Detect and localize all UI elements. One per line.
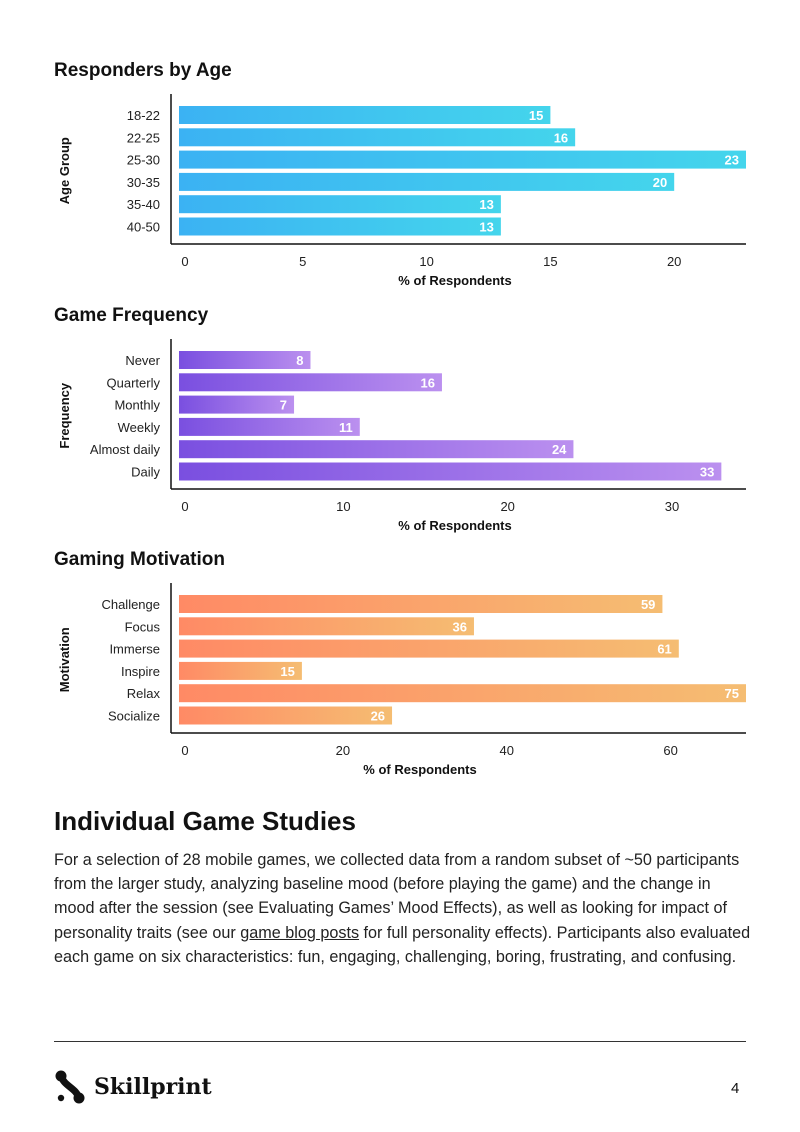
- frequency-x-tick-2: 20: [500, 499, 514, 514]
- frequency-category-label-5: Daily: [131, 465, 160, 480]
- frequency-bar-1: [179, 373, 442, 392]
- motivation-x-axis-title: % of Respondents: [363, 762, 476, 777]
- section-heading: Individual Game Studies: [54, 806, 356, 836]
- motivation-x-tick-2: 40: [500, 743, 514, 758]
- age-bar-chart: 15 18-22 16 22-25 23 25-30 20 30-35 13 35-40 13 40-…: [57, 94, 746, 288]
- age-category-label-1: 22-25: [127, 130, 160, 145]
- age-category-label-0: 18-22: [127, 108, 160, 123]
- motivation-bar-label-5: 26: [371, 709, 385, 724]
- motivation-y-axis-title: Motivation: [57, 627, 72, 692]
- age-bar-5: [179, 217, 501, 236]
- body-paragraph: For a selection of 28 mobile games, we c…: [54, 848, 754, 969]
- age-bar-4: [179, 195, 501, 214]
- age-bar-3: [179, 172, 675, 191]
- motivation-x-tick-1: 20: [336, 743, 350, 758]
- age-x-tick-2: 10: [419, 254, 433, 269]
- brand-name: Skillprint: [94, 1074, 212, 1100]
- motivation-category-label-2: Immerse: [109, 642, 160, 657]
- motivation-bar-label-2: 61: [657, 642, 671, 657]
- age-y-axis-title: Age Group: [57, 137, 72, 204]
- motivation-category-label-4: Relax: [127, 686, 161, 701]
- age-bar-1: [179, 128, 576, 147]
- motivation-bar-label-1: 36: [453, 619, 467, 634]
- frequency-category-label-0: Never: [125, 353, 160, 368]
- age-category-label-2: 25-30: [127, 153, 160, 168]
- age-x-tick-0: 0: [181, 254, 188, 269]
- frequency-bar-chart: 8 Never 16 Quarterly 7 Monthly 11 Weekly 24 Almos…: [57, 339, 746, 533]
- age-bar-0: [179, 106, 551, 124]
- age-bar-label-3: 20: [653, 175, 667, 190]
- age-bar-label-0: 15: [529, 108, 543, 123]
- frequency-x-tick-1: 10: [336, 499, 350, 514]
- age-bar-label-1: 16: [554, 130, 568, 145]
- frequency-category-label-1: Quarterly: [107, 375, 161, 390]
- motivation-bar-4: [179, 684, 746, 703]
- motivation-bar-1: [179, 617, 474, 636]
- frequency-bar-label-4: 24: [552, 442, 567, 457]
- frequency-category-label-3: Weekly: [118, 420, 161, 435]
- motivation-bar-label-3: 15: [280, 664, 294, 679]
- frequency-bar-label-1: 16: [420, 375, 434, 390]
- frequency-category-label-2: Monthly: [114, 398, 160, 413]
- frequency-bar-label-0: 8: [296, 353, 303, 368]
- motivation-category-label-0: Challenge: [101, 597, 160, 612]
- age-category-label-5: 40-50: [127, 220, 160, 235]
- age-bar-label-4: 13: [479, 197, 493, 212]
- page-number: 4: [731, 1080, 740, 1097]
- motivation-x-tick-3: 60: [663, 743, 677, 758]
- brand-logo: Skillprint: [54, 1069, 212, 1105]
- frequency-bar-4: [179, 440, 574, 459]
- frequency-x-axis-title: % of Respondents: [398, 518, 511, 533]
- motivation-bar-5: [179, 706, 393, 725]
- age-bar-label-5: 13: [479, 220, 493, 235]
- motivation-bar-chart: 59 Challenge 36 Focus 61 Immerse 15 Inspire 75 Re…: [57, 583, 746, 777]
- frequency-bar-label-5: 33: [700, 465, 714, 480]
- paragraph-text-before-link: For a selection of 28 mobile games, we c…: [54, 851, 740, 942]
- chart-title-motivation: Gaming Motivation: [54, 549, 225, 570]
- age-category-label-3: 30-35: [127, 175, 160, 190]
- age-x-axis-title: % of Respondents: [398, 273, 511, 288]
- motivation-category-label-5: Socialize: [108, 709, 160, 724]
- age-x-tick-3: 15: [543, 254, 557, 269]
- frequency-bar-5: [179, 462, 722, 481]
- motivation-category-label-3: Inspire: [121, 664, 160, 679]
- motivation-bar-label-0: 59: [641, 597, 655, 612]
- frequency-y-axis-title: Frequency: [57, 382, 72, 449]
- paragraph-text-after-link: for full personality effects). Participa…: [54, 923, 751, 966]
- frequency-bar-0: [179, 351, 311, 369]
- age-x-tick-4: 20: [667, 254, 681, 269]
- frequency-bar-3: [179, 417, 360, 436]
- age-category-label-4: 35-40: [127, 197, 160, 212]
- game-blog-posts-link[interactable]: game blog posts: [240, 923, 360, 942]
- age-x-tick-1: 5: [299, 254, 306, 269]
- frequency-bar-2: [179, 395, 295, 414]
- motivation-bar-0: [179, 595, 663, 613]
- motivation-bar-3: [179, 661, 302, 680]
- chart-title-frequency: Game Frequency: [54, 305, 209, 326]
- age-bar-label-2: 23: [725, 153, 739, 168]
- frequency-bar-label-3: 11: [339, 420, 353, 435]
- chart-title-age: Responders by Age: [54, 60, 232, 81]
- frequency-x-tick-3: 30: [665, 499, 679, 514]
- frequency-bar-label-2: 7: [280, 398, 287, 413]
- frequency-x-tick-0: 0: [181, 499, 188, 514]
- footer-divider: [54, 1041, 746, 1042]
- motivation-category-label-1: Focus: [125, 619, 161, 634]
- frequency-category-label-4: Almost daily: [90, 442, 161, 457]
- motivation-bar-label-4: 75: [725, 686, 739, 701]
- skillprint-logo-icon: [55, 1070, 85, 1104]
- motivation-bar-2: [179, 639, 679, 658]
- motivation-x-tick-0: 0: [181, 743, 188, 758]
- age-bar-2: [179, 150, 746, 169]
